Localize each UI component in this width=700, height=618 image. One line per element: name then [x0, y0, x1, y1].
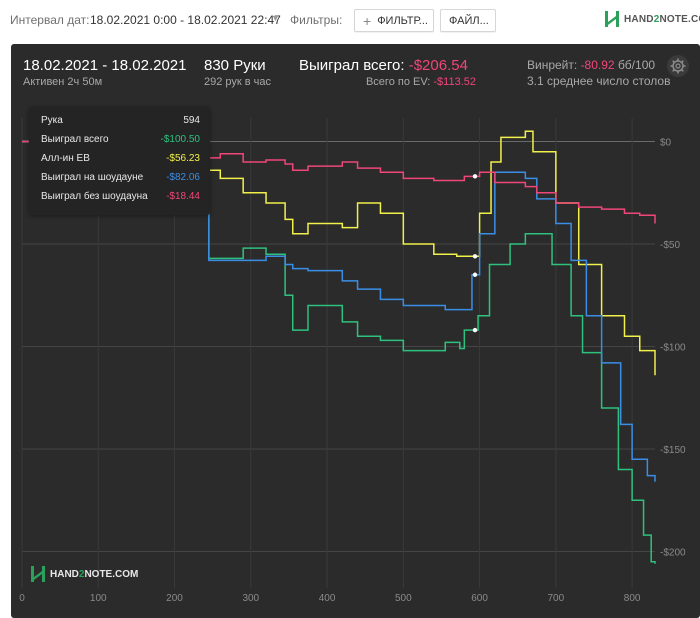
- tooltip-label: Рука: [41, 115, 63, 126]
- tooltip-value: -$82.06: [166, 172, 200, 183]
- ev-value: -$113.52: [433, 76, 476, 88]
- hover-marker: [472, 174, 478, 179]
- y-tick-label: -$100: [660, 343, 686, 354]
- file-button-label: ФАЙЛ...: [449, 14, 489, 27]
- tooltip-value: -$56.23: [166, 153, 200, 164]
- y-tick-label: -$50: [660, 240, 680, 251]
- series-line-Выиграл на шоудауне: [22, 140, 656, 482]
- hand2note-logo-icon: [605, 11, 619, 27]
- x-tick-label: 400: [319, 593, 336, 604]
- add-filter-button[interactable]: + ФИЛЬТР...: [354, 9, 434, 32]
- tooltip-row-non-showdown: Выиграл без шоудауна -$18.44: [41, 191, 200, 210]
- x-tick-label: 700: [548, 593, 565, 604]
- logo-text: HAND2NOTE.COM: [624, 13, 700, 25]
- gear-icon: [670, 58, 686, 74]
- won-total-label: Выиграл всего:: [299, 57, 405, 74]
- y-tick-label: -$150: [660, 445, 686, 456]
- hover-marker: [472, 272, 478, 277]
- tooltip-label: Выиграл без шоудауна: [41, 191, 148, 202]
- summary-ev: Всего по EV: -$113.52: [366, 76, 476, 88]
- tooltip-label: Выиграл на шоудауне: [41, 172, 144, 183]
- tooltip-row-hand: Рука 594: [41, 115, 200, 134]
- tooltip-row-showdown: Выиграл на шоудауне -$82.06: [41, 172, 200, 191]
- y-tick-label: -$200: [660, 548, 686, 559]
- interval-label: Интервал дат:: [10, 13, 90, 27]
- hand2note-watermark: HAND2NOTE.COM: [30, 565, 138, 583]
- summary-active-time: Активен 2ч 50м: [23, 76, 103, 88]
- summary-won-total: Выиграл всего: -$206.54: [299, 57, 468, 74]
- summary-avg-tables: 3.1 среднее число столов: [527, 74, 671, 88]
- x-tick-label: 0: [19, 593, 25, 604]
- x-tick-label: 600: [471, 593, 488, 604]
- tooltip-value: -$18.44: [166, 191, 200, 202]
- summary-hands: 830 Руки: [204, 57, 266, 74]
- watermark-text: HAND2NOTE.COM: [50, 568, 139, 580]
- won-total-value: -$206.54: [408, 57, 468, 74]
- x-tick-label: 200: [166, 593, 183, 604]
- summary-date-range: 18.02.2021 - 18.02.2021: [23, 57, 187, 74]
- y-tick-label: $0: [660, 138, 672, 149]
- hand-tooltip: Рука 594 Выиграл всего -$100.50 Алл-ин E…: [29, 107, 210, 215]
- winrate-label: Винрейт:: [527, 58, 578, 72]
- chevron-down-icon[interactable]: ▼: [271, 13, 280, 23]
- tooltip-label: Алл-ин EB: [41, 153, 90, 164]
- plus-icon: +: [363, 12, 372, 29]
- filters-label: Фильтры:: [290, 13, 343, 27]
- ev-label: Всего по EV:: [365, 76, 431, 88]
- tooltip-value: -$100.50: [160, 134, 200, 145]
- tooltip-label: Выиграл всего: [41, 134, 109, 145]
- hover-marker: [472, 254, 478, 259]
- settings-button[interactable]: [667, 55, 689, 77]
- hand2note-logo[interactable]: HAND2NOTE.COM: [604, 10, 700, 28]
- file-button[interactable]: ФАЙЛ...: [440, 9, 496, 32]
- date-range-select[interactable]: 18.02.2021 0:00 - 18.02.2021 22:47: [90, 13, 281, 27]
- x-tick-label: 800: [624, 593, 641, 604]
- winrate-unit: бб/100: [617, 58, 656, 72]
- series-line-Выиграл без шоудауна: [22, 140, 656, 224]
- top-toolbar: Интервал дат: 18.02.2021 0:00 - 18.02.20…: [0, 0, 700, 42]
- x-tick-label: 300: [242, 593, 259, 604]
- winrate-value: -80.92: [580, 58, 615, 72]
- hover-marker: [472, 327, 478, 333]
- x-tick-label: 500: [395, 593, 412, 604]
- hand2note-logo-icon: [31, 566, 45, 582]
- x-tick-label: 100: [90, 593, 107, 604]
- tooltip-row-allin-ev: Алл-ин EB -$56.23: [41, 153, 200, 172]
- tooltip-value: 594: [183, 115, 200, 126]
- summary-winrate: Винрейт: -80.92 бб/100: [527, 58, 655, 72]
- tooltip-row-won-total: Выиграл всего -$100.50: [41, 134, 200, 153]
- add-filter-label: ФИЛЬТР...: [377, 14, 428, 27]
- summary-hands-per-hour: 292 рук в час: [204, 76, 272, 88]
